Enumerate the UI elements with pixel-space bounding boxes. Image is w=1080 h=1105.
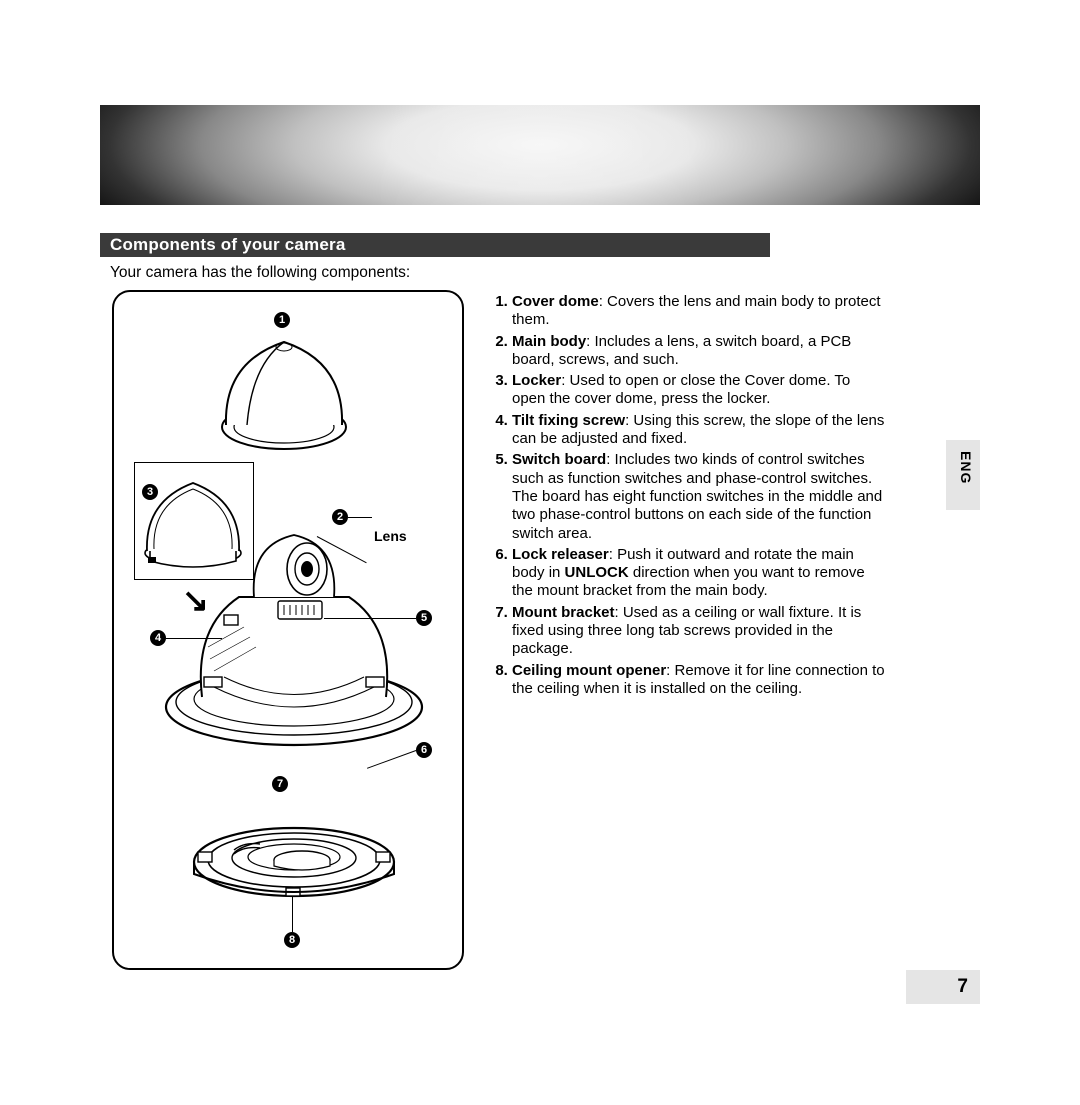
list-item: Switch board: Includes two kinds of cont…	[512, 451, 885, 542]
list-item: Mount bracket: Used as a ceiling or wall…	[512, 604, 885, 659]
section-title: Components of your camera	[110, 235, 346, 254]
list-item: Tilt fixing screw: Using this screw, the…	[512, 412, 885, 449]
page-number-bg	[906, 970, 980, 1004]
cover-dome-illustration	[214, 317, 354, 457]
page-number: 7	[957, 976, 968, 998]
leader	[166, 638, 222, 639]
header-photo-band	[100, 105, 980, 205]
leader	[292, 896, 293, 932]
callout-2: 2	[332, 509, 348, 525]
list-item: Locker: Used to open or close the Cover …	[512, 372, 885, 409]
diagram-frame: ↘	[112, 290, 464, 970]
mount-bracket-illustration	[184, 802, 404, 922]
list-item: Main body: Includes a lens, a switch boa…	[512, 333, 885, 370]
list-item: Ceiling mount opener: Remove it for line…	[512, 662, 885, 699]
language-tab: ENG	[958, 451, 974, 484]
leader	[324, 618, 416, 619]
callout-7: 7	[272, 776, 288, 792]
callout-3: 3	[142, 484, 158, 500]
callout-5: 5	[416, 610, 432, 626]
lens-label: Lens	[374, 528, 407, 544]
section-title-bar: Components of your camera	[100, 233, 770, 257]
callout-1: 1	[274, 312, 290, 328]
callout-6: 6	[416, 742, 432, 758]
intro-text: Your camera has the following components…	[110, 264, 410, 282]
callout-4: 4	[150, 630, 166, 646]
list-item: Lock releaser: Push it outward and rotat…	[512, 546, 885, 601]
leader	[348, 517, 372, 518]
callout-8: 8	[284, 932, 300, 948]
main-body-illustration	[154, 527, 434, 762]
components-list: Cover dome: Covers the lens and main bod…	[490, 293, 885, 701]
list-item: Cover dome: Covers the lens and main bod…	[512, 293, 885, 330]
